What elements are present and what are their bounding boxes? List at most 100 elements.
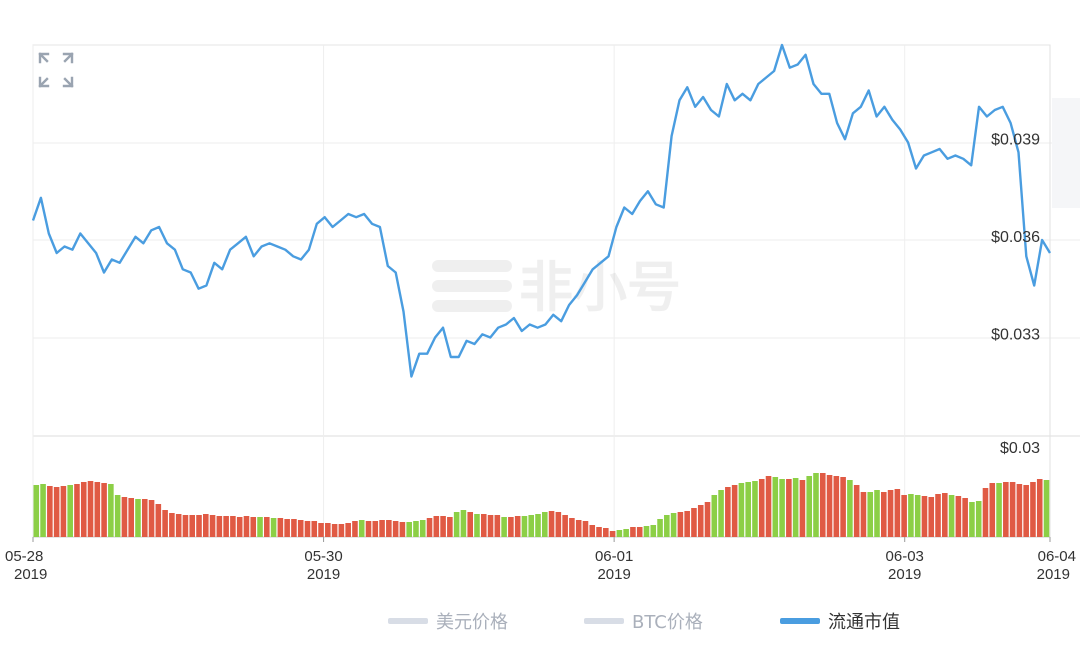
x-tick-year-label: 2019 [597,566,630,583]
volume-bar [386,520,392,537]
volume-bar [650,525,657,537]
side-panel-band [1052,98,1080,208]
volume-bar [752,481,758,537]
volume-bar [358,520,365,537]
volume-bar [860,492,867,537]
volume-bar [962,498,968,537]
volume-bar [982,488,989,537]
volume-bar [155,504,162,537]
volume-bar [270,518,277,537]
volume-bar [813,473,819,537]
volume-bar [175,514,182,537]
legend-label: 流通市值 [828,612,900,633]
y-tick-label: $0.03 [1000,440,1040,457]
volume-bar [1023,485,1029,537]
volume-bar [691,508,697,537]
volume-bar [352,521,358,537]
volume-bar [304,521,311,537]
x-tick-label: 05-30 [304,548,342,565]
volume-bar [894,489,901,537]
volume-bar [528,515,535,537]
volume-bar [426,518,433,537]
volume-bar [128,498,134,537]
volume-bar [345,523,351,537]
volume-bar [874,490,880,537]
volume-bar [297,520,304,537]
x-tick-label: 06-04 [1038,548,1076,565]
volume-bar [508,517,514,537]
volume-bar [182,515,189,537]
x-tick-year-label: 2019 [888,566,921,583]
legend-swatch [388,618,428,624]
volume-bar [535,514,541,537]
volume-bar [318,523,324,537]
volume-bar [277,518,284,537]
volume-bar [162,510,168,537]
volume-bar [975,501,982,537]
volume-bar [474,514,480,537]
x-tick-label: 06-03 [886,548,924,565]
volume-bar [60,486,67,537]
volume-bar [467,512,473,537]
volume-bar [74,484,80,537]
x-tick-year-label: 2019 [307,566,340,583]
volume-bar [236,517,243,537]
y-axis-tick-labels: $0.039 $0.036 $0.033 $0.03 [991,132,1040,458]
volume-bar [806,476,812,537]
legend-item-usd-price[interactable]: 美元价格 [388,606,508,636]
volume-bar [1043,480,1050,537]
volume-bar [223,516,229,537]
volume-bar [379,520,385,537]
volume-bar [542,512,548,537]
watermark-bar [432,260,512,272]
volume-bar [562,515,568,537]
volume-bar [243,516,250,537]
x-tick-year-label: 2019 [14,566,47,583]
x-tick-label: 06-01 [595,548,633,565]
volume-bar [1030,482,1036,537]
grid [32,44,1080,538]
volume-bar [609,531,616,537]
volume-bar [365,521,372,537]
volume-bar [114,495,121,537]
volume-bar [284,519,290,537]
volume-bar [718,490,724,537]
volume-bar [799,480,806,537]
volume-bar [480,514,487,537]
legend-item-btc-price[interactable]: BTC价格 [584,606,703,636]
volume-bar [772,477,779,537]
volume-bar [1009,482,1016,537]
volume-bar [996,483,1002,537]
volume-bars [33,473,1050,537]
expand-arrows-icon[interactable] [36,50,76,90]
volume-bar [569,518,575,537]
volume-bar [589,525,596,537]
volume-bar [108,484,114,537]
legend-swatch [584,618,624,624]
volume-bar [1003,482,1009,537]
volume-bar [853,485,860,537]
legend: 美元价格 BTC价格 流通市值 [0,606,1080,636]
x-axis-tick-labels: 05-28201905-30201906-01201906-03201906-0… [5,537,1076,583]
legend-item-market-cap[interactable]: 流通市值 [780,606,900,636]
volume-bar [630,527,636,537]
volume-bar [623,529,629,537]
volume-bar [758,479,765,537]
volume-bar [914,495,921,537]
watermark-group: 非小号 [432,256,681,319]
volume-bar [887,490,894,537]
volume-bar [325,523,331,537]
volume-bar [555,512,562,537]
volume-bar [684,511,690,537]
legend-label: 美元价格 [436,612,508,633]
volume-bar [141,499,148,537]
volume-bar [948,495,955,537]
market-cap-line [31,43,1052,378]
volume-bar [711,495,718,537]
volume-bar [745,482,751,537]
volume-bar [548,511,555,537]
watermark-bar [432,280,512,292]
volume-bar [121,497,128,537]
volume-bar [908,494,914,537]
